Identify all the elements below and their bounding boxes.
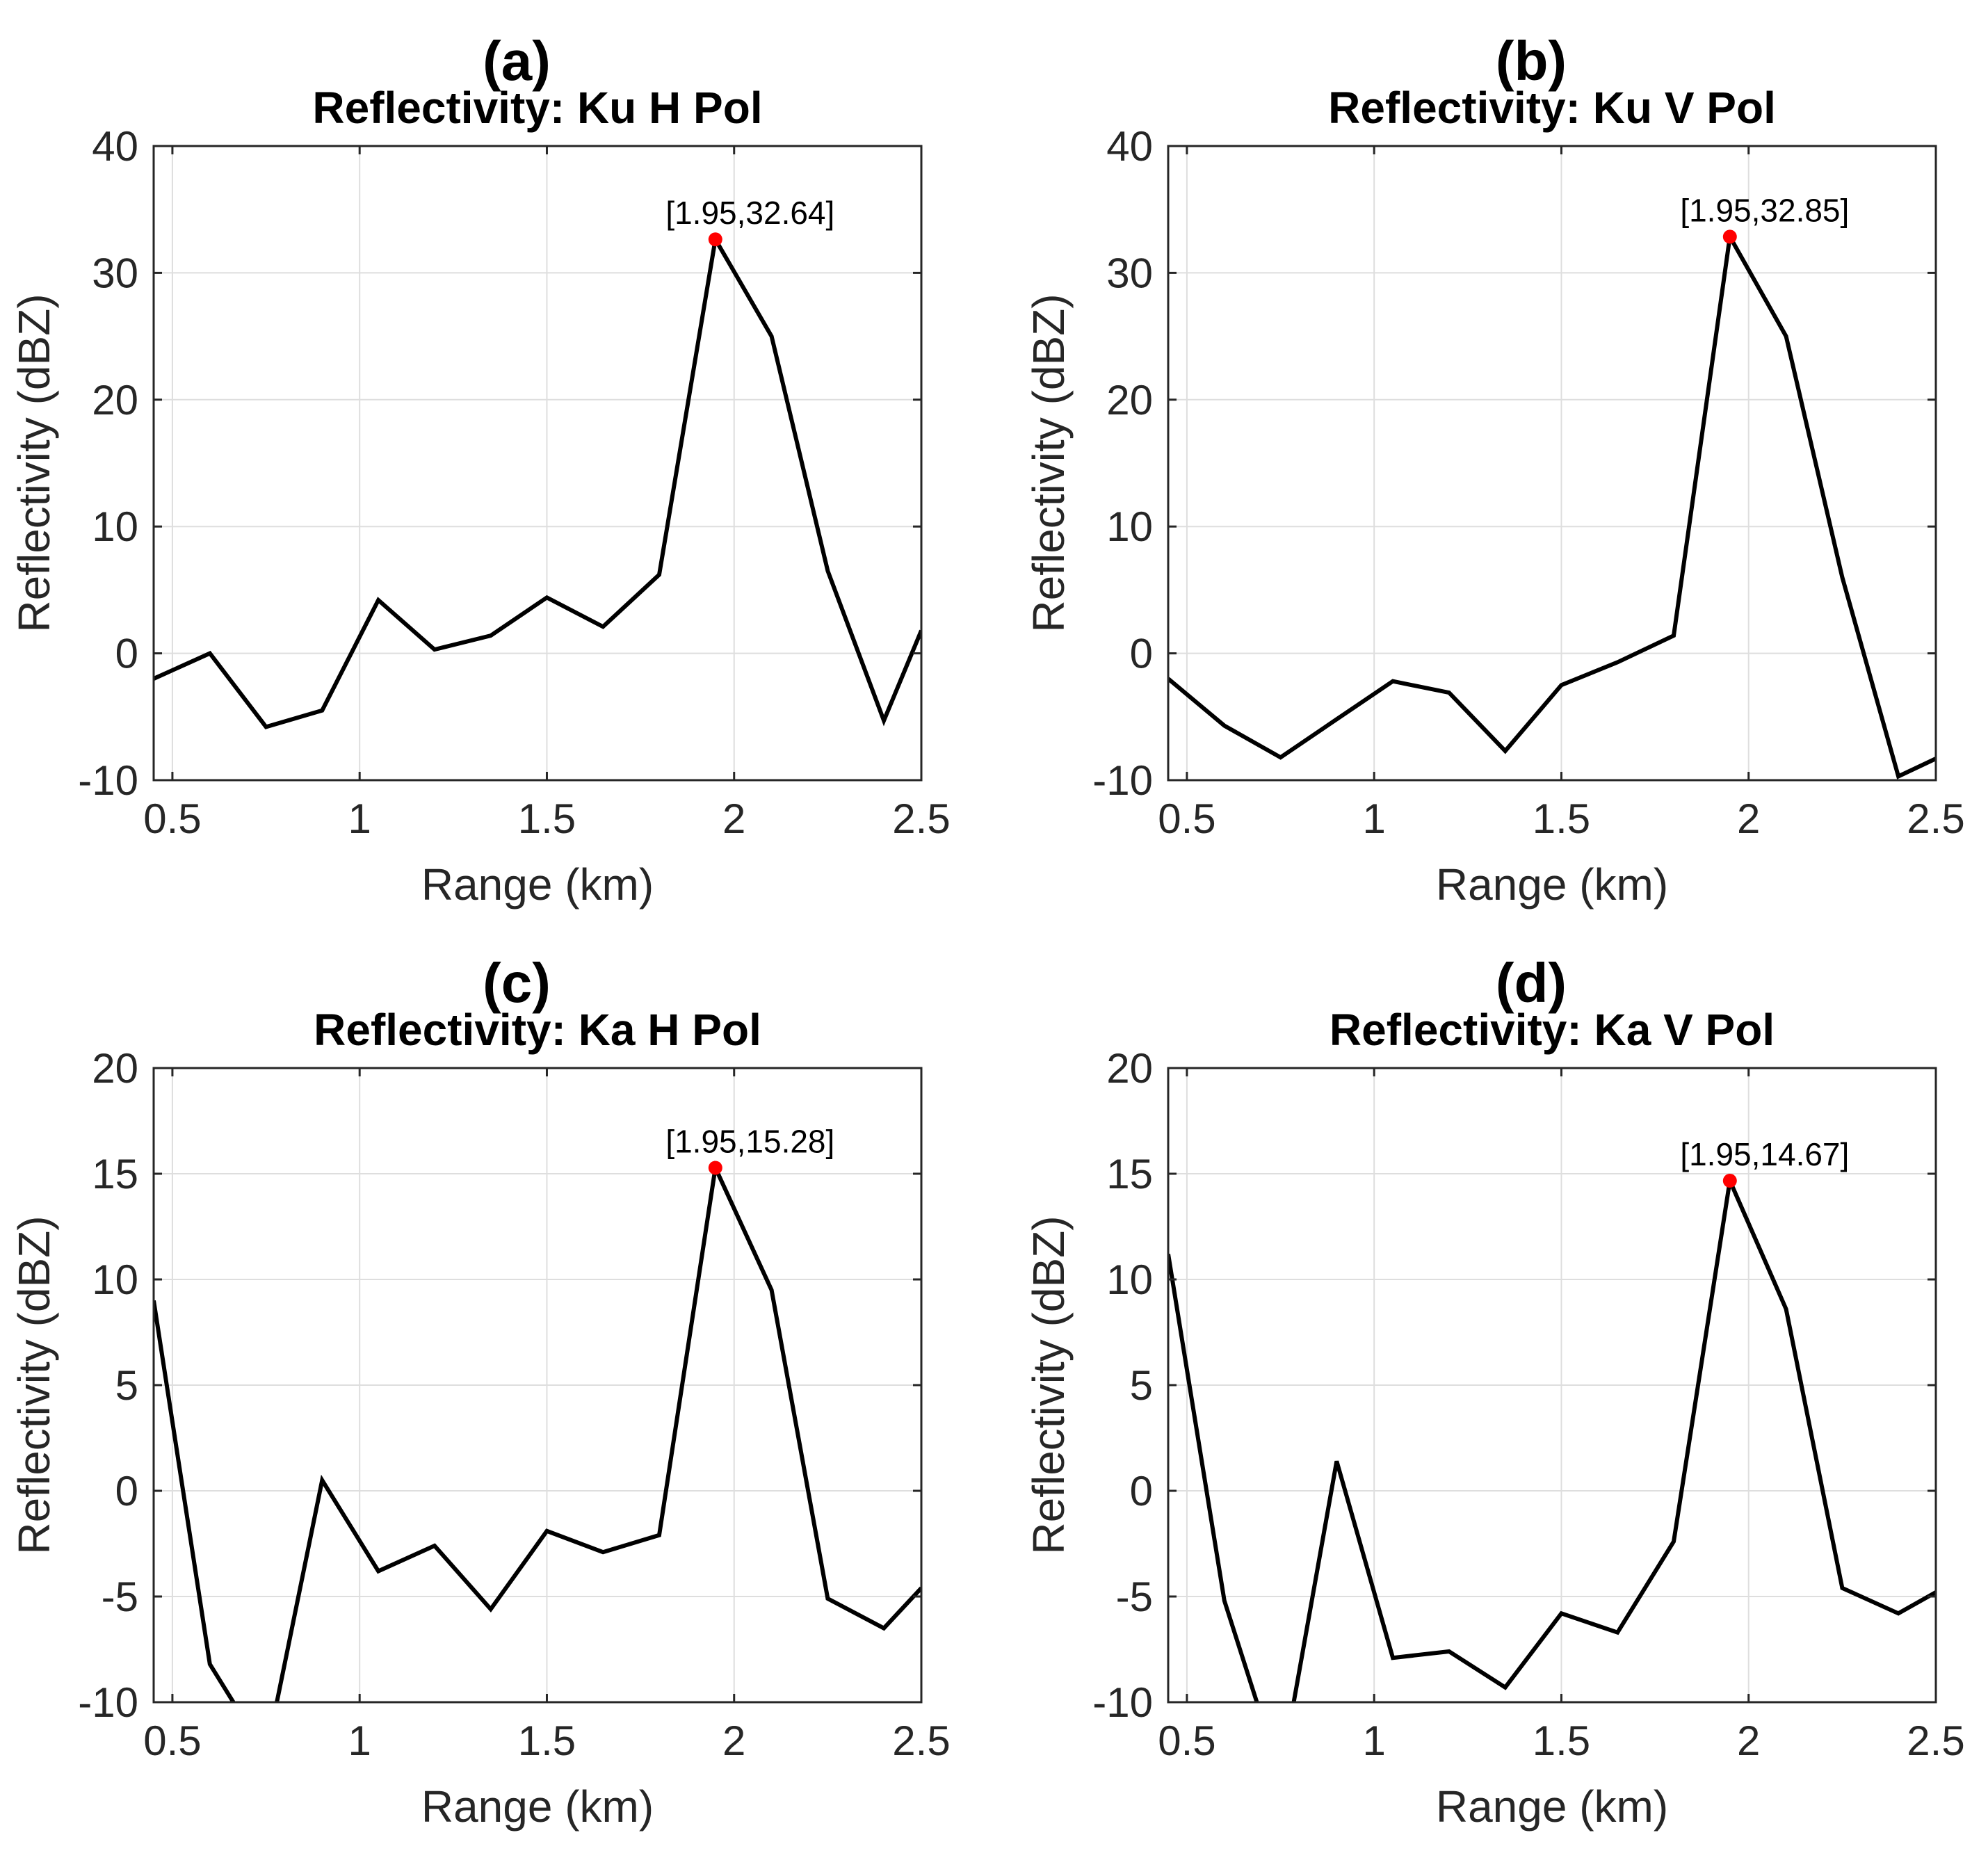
panel-c: (c)Reflectivity: Ka H Pol 0.5 1 1.5 2 2.5 -10 -… [9,952,951,1832]
x-tick-label: 1 [1363,795,1386,842]
x-tick-label: 2 [722,1717,745,1764]
x-tick-label: 0.5 [1158,1717,1215,1764]
peak-marker [708,1161,722,1175]
chart-title: Reflectivity: Ku H Pol [312,83,762,133]
y-tick-label: 10 [92,1256,138,1303]
y-tick-label: 5 [1130,1362,1153,1409]
y-tick-label: 5 [115,1362,138,1409]
panel-label: (b) [1496,30,1567,92]
y-tick-label: -10 [1092,1679,1153,1726]
peak-datatip: [1.95,32.85] [1680,192,1849,228]
x-tick-label: 2.5 [1907,795,1964,842]
panel-label: (a) [483,30,551,92]
chart-title: Reflectivity: Ka V Pol [1330,1005,1775,1055]
panel-b: (b)Reflectivity: Ku V Pol 0.5 1 1.5 2 2.5 -10 0… [1024,30,1965,910]
y-tick-label: 0 [1130,631,1153,677]
x-axis-label: Range (km) [421,1781,654,1832]
x-tick-label: 1 [348,1717,371,1764]
peak-marker [1722,229,1737,244]
x-tick-label: 1.5 [1533,795,1590,842]
y-tick-label: 20 [92,377,138,423]
x-tick-label: 2 [1737,795,1760,842]
y-tick-label: 20 [1106,1045,1153,1092]
y-tick-label: -5 [1116,1574,1153,1620]
y-tick-label: 20 [92,1045,138,1092]
y-axis-label: Reflectivity (dBZ) [9,1215,59,1554]
y-tick-label: 15 [1106,1151,1153,1197]
y-tick-label: 0 [115,631,138,677]
y-tick-label: 30 [1106,250,1153,296]
x-tick-label: 1.5 [1533,1717,1590,1764]
peak-datatip: [1.95,14.67] [1680,1136,1849,1172]
series-line [1168,230,1936,779]
x-tick-label: 2 [722,795,745,842]
panel-label: (c) [483,952,551,1014]
x-tick-label: 0.5 [143,795,201,842]
peak-datatip: [1.95,15.28] [665,1123,834,1159]
y-tick-label: 0 [1130,1468,1153,1514]
y-tick-label: -10 [1092,757,1153,804]
y-tick-label: -5 [102,1574,138,1620]
chart-title: Reflectivity: Ku V Pol [1328,83,1776,133]
y-tick-label: -10 [78,757,138,804]
peak-datatip: [1.95,32.64] [665,195,834,231]
x-axis-label: Range (km) [421,859,654,910]
y-tick-label: 40 [1106,123,1153,170]
panel-a: (a)Reflectivity: Ku H Pol 0.5 1 1.5 2 2.5 -10 0… [9,30,951,910]
x-tick-label: 2.5 [1907,1717,1964,1764]
x-tick-label: 1.5 [518,1717,576,1764]
y-axis-label: Reflectivity (dBZ) [9,293,59,632]
x-axis-label: Range (km) [1436,1781,1668,1832]
x-tick-label: 0.5 [1158,795,1215,842]
x-tick-label: 2.5 [892,1717,950,1764]
x-tick-label: 2.5 [892,795,950,842]
y-tick-label: 40 [92,123,138,170]
y-tick-label: 0 [115,1468,138,1514]
y-tick-label: 10 [1106,503,1153,550]
x-tick-label: 0.5 [143,1717,201,1764]
peak-marker [708,232,722,247]
chart-title: Reflectivity: Ka H Pol [314,1005,761,1055]
x-axis-label: Range (km) [1436,859,1668,910]
peak-marker [1722,1174,1737,1188]
series-line [154,233,921,729]
y-axis-label: Reflectivity (dBZ) [1024,293,1074,632]
panel-label: (d) [1496,952,1567,1014]
series-line [154,1161,921,1702]
y-tick-label: 10 [1106,1256,1153,1303]
series-line [1168,1173,1936,1702]
panel-d: (d)Reflectivity: Ka V Pol 0.5 1 1.5 2 2.5 -10 -… [1024,952,1965,1832]
x-tick-label: 1.5 [518,795,576,842]
y-tick-label: 15 [92,1151,138,1197]
x-tick-label: 2 [1737,1717,1760,1764]
axes-frame [1167,145,1937,782]
y-axis-label: Reflectivity (dBZ) [1024,1215,1074,1554]
x-tick-label: 1 [1363,1717,1386,1764]
y-tick-label: 20 [1106,377,1153,423]
axes-frame [152,145,923,782]
x-tick-label: 1 [348,795,371,842]
y-tick-label: 30 [92,250,138,296]
y-tick-label: 10 [92,503,138,550]
y-tick-label: -10 [78,1679,138,1726]
